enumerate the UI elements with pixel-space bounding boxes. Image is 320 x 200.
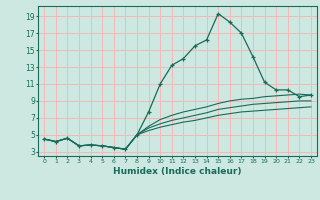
X-axis label: Humidex (Indice chaleur): Humidex (Indice chaleur)	[113, 167, 242, 176]
